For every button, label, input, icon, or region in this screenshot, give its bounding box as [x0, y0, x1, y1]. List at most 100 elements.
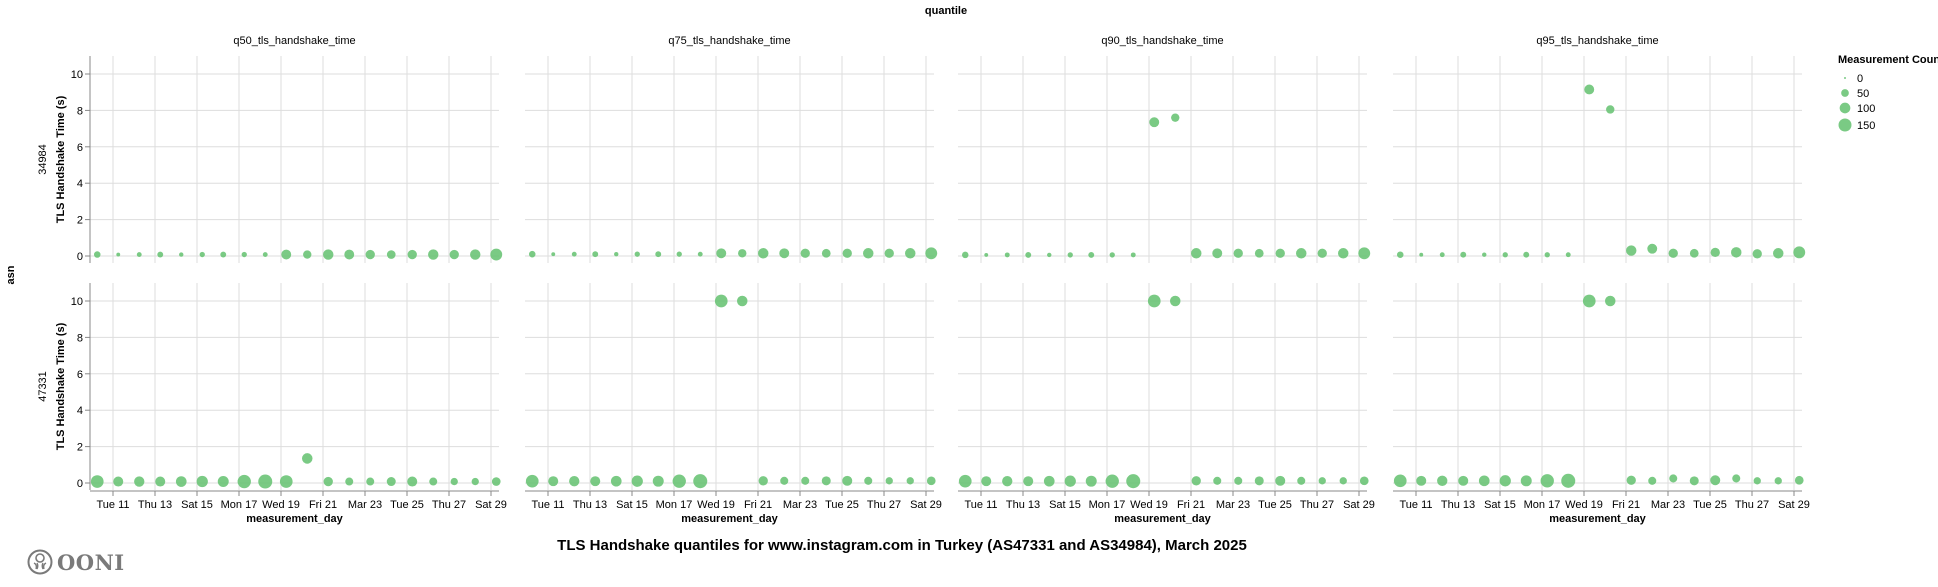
data-point — [1732, 474, 1741, 483]
y-tick-label: 4 — [77, 405, 83, 417]
data-point — [1582, 294, 1596, 308]
data-point — [175, 476, 187, 487]
x-tick-label: Sat 15 — [1049, 499, 1081, 511]
data-point — [1523, 251, 1530, 258]
data-point — [842, 475, 853, 486]
data-point — [1416, 475, 1427, 486]
data-point — [93, 251, 101, 258]
column-facet-title: quantile — [925, 5, 967, 17]
x-axis-title: measurement_day — [681, 513, 778, 525]
data-point — [1109, 252, 1115, 258]
y-tick-label: 2 — [77, 442, 83, 454]
x-tick-label: Mon 17 — [1089, 499, 1126, 511]
data-point — [323, 476, 333, 487]
data-point — [1396, 251, 1404, 258]
row-header: 47331 — [37, 371, 49, 402]
data-point — [1234, 476, 1243, 485]
data-point — [714, 294, 728, 308]
x-tick-label: Fri 21 — [1177, 499, 1205, 511]
x-tick-label: Mon 17 — [1524, 499, 1561, 511]
x-tick-label: Wed 19 — [697, 499, 735, 511]
data-point — [551, 252, 556, 257]
data-point — [281, 249, 292, 260]
data-point — [1458, 475, 1469, 486]
data-point — [113, 476, 124, 487]
y-axis-title: TLS Handshake Time (s) — [55, 95, 67, 223]
data-point — [429, 477, 438, 486]
data-point — [926, 476, 936, 486]
data-point — [136, 252, 142, 257]
data-point — [1419, 252, 1424, 257]
x-tick-label: Tue 11 — [964, 499, 997, 511]
data-point — [716, 248, 727, 259]
data-point — [958, 474, 972, 488]
data-point — [1626, 475, 1636, 485]
ooni-logo: OONI — [27, 549, 125, 575]
data-point — [1088, 251, 1095, 258]
data-point — [672, 474, 686, 488]
data-point — [1393, 474, 1407, 488]
data-point — [1254, 476, 1264, 486]
data-point — [1689, 248, 1699, 258]
data-point — [1584, 84, 1595, 95]
y-tick-label: 10 — [71, 69, 83, 81]
data-point — [1023, 476, 1034, 487]
data-point — [1774, 477, 1782, 485]
data-point — [1731, 247, 1742, 258]
data-point — [491, 477, 501, 486]
data-point — [1025, 251, 1032, 258]
data-point — [179, 252, 184, 257]
data-point — [241, 251, 247, 258]
data-point — [738, 249, 747, 258]
data-point — [925, 247, 938, 260]
data-point — [1478, 475, 1490, 487]
column-header: q75_tls_handshake_time — [668, 35, 790, 47]
data-point — [344, 249, 355, 260]
x-tick-label: Sat 29 — [475, 499, 507, 511]
data-point — [1359, 476, 1369, 486]
x-tick-label: Fri 21 — [309, 499, 337, 511]
data-point — [758, 476, 768, 486]
data-point — [1212, 248, 1223, 259]
data-point — [631, 475, 643, 487]
data-point — [571, 251, 577, 257]
data-point — [1233, 248, 1243, 258]
data-point — [1002, 476, 1013, 487]
data-point — [842, 248, 852, 258]
data-point — [863, 248, 874, 259]
legend-title: Measurement Count — [1838, 54, 1938, 66]
data-point — [906, 477, 914, 485]
data-point — [779, 248, 790, 259]
data-point — [1043, 475, 1055, 487]
data-point — [736, 295, 748, 307]
data-point — [1317, 248, 1327, 258]
data-point — [1149, 117, 1160, 128]
data-point — [821, 476, 831, 486]
data-point — [217, 476, 229, 488]
data-point — [525, 474, 539, 488]
data-point — [262, 252, 268, 257]
legend-symbol — [1838, 118, 1852, 132]
row-facet-title: asn — [5, 265, 17, 284]
data-point — [1171, 113, 1180, 122]
data-point — [821, 248, 831, 258]
x-tick-label: Wed 19 — [1565, 499, 1603, 511]
data-point — [196, 475, 208, 488]
data-point — [1520, 475, 1532, 487]
x-tick-label: Wed 19 — [1130, 499, 1168, 511]
x-tick-label: Thu 27 — [1735, 499, 1769, 511]
x-axis-title: measurement_day — [1549, 513, 1646, 525]
data-point — [428, 249, 439, 260]
data-point — [1318, 477, 1326, 485]
data-point — [386, 250, 396, 259]
x-tick-label: Thu 13 — [573, 499, 607, 511]
data-point — [1338, 248, 1349, 259]
data-point — [1130, 252, 1136, 258]
x-axis-title: measurement_day — [1114, 513, 1211, 525]
data-point — [592, 251, 599, 258]
x-tick-label: Mar 23 — [1651, 499, 1685, 511]
y-tick-label: 0 — [77, 478, 83, 490]
data-point — [614, 251, 619, 257]
data-point — [1126, 474, 1141, 489]
legend-label: 0 — [1857, 73, 1863, 85]
